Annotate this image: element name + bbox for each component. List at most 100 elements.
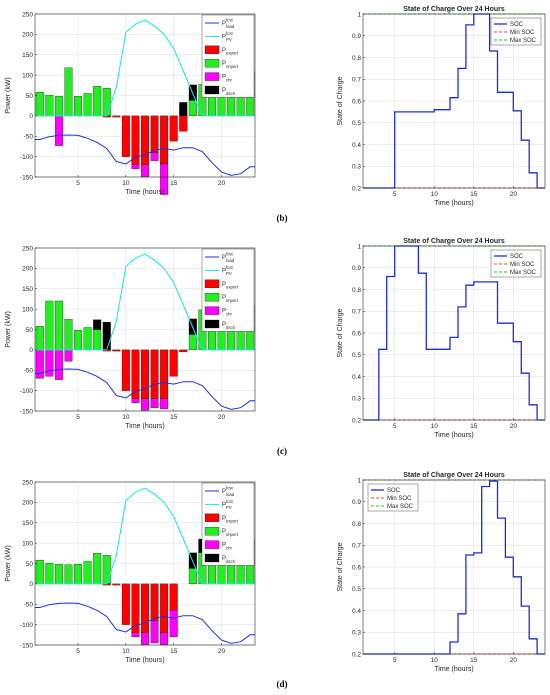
power-chart-b: -150 -100 -50 0 50 100 150 200 250 5 10 15 20 Time (h… [5, 11, 256, 196]
y-tick-label: -150 [20, 642, 33, 649]
legend-label-charge: Pchr [222, 309, 233, 317]
charge-bar [131, 398, 140, 403]
legend-label-export: Pexport [222, 48, 239, 56]
charge-bar [131, 164, 140, 169]
y-tick-label: 50 [26, 327, 34, 334]
legend-swatch-discharge [204, 85, 220, 95]
x-tick-label: 5 [393, 191, 397, 198]
y-tick-label: -100 [20, 388, 33, 395]
y-axis-label: State of Charge [337, 542, 344, 591]
x-axis-label: Time (hours) [434, 666, 473, 673]
power-chart-c: -150 -100 -50 0 50 100 150 200 250 5 10 15 20 Time (h… [5, 245, 256, 430]
x-tick-label: 15 [470, 657, 478, 664]
x-axis-label: Time (hours) [125, 189, 164, 196]
import-bar [45, 300, 54, 351]
import-bar [35, 560, 44, 585]
legend-label: SOC [510, 22, 524, 28]
import-bar [188, 100, 197, 117]
y-tick-label: 0.2 [352, 185, 361, 192]
import-bar [93, 329, 102, 351]
legend-box [201, 482, 255, 566]
legend-swatch-import [204, 59, 220, 68]
y-tick-label: 250 [22, 479, 33, 486]
y-tick-label: 100 [22, 306, 33, 313]
y-tick-label: 0.2 [352, 651, 361, 658]
x-tick-label: 10 [431, 423, 439, 430]
legend-box [201, 248, 255, 332]
y-tick-label: -150 [20, 408, 33, 415]
y-tick-label: 0.5 [352, 120, 361, 127]
y-tick-label: 0.7 [352, 309, 361, 316]
legend-label-discharge: Pdsch [222, 556, 236, 564]
charge-bar [45, 349, 54, 377]
y-tick-label: 0.3 [352, 164, 361, 171]
export-bar [150, 349, 159, 399]
x-axis-label: Time (hours) [434, 432, 473, 439]
legend-label-discharge: Pdsch [222, 322, 236, 330]
y-tick-label: 0.6 [352, 330, 361, 337]
legend-swatch-charge [204, 72, 220, 81]
load-forecast-line [35, 602, 255, 644]
charge-bar [54, 115, 63, 146]
legend-label: Min SOC [510, 30, 535, 36]
export-bar [150, 115, 159, 153]
charge-bar [150, 620, 159, 644]
y-tick-label: 50 [26, 93, 34, 100]
export-bar [179, 115, 188, 132]
y-tick-label: 0.3 [352, 396, 361, 403]
panel-label-b: (b) [277, 213, 288, 223]
charge-bar [169, 610, 178, 637]
y-tick-label: 0 [29, 347, 33, 354]
y-tick-label: 150 [22, 286, 33, 293]
legend-label: Min SOC [510, 262, 535, 268]
import-bar [83, 327, 92, 351]
y-axis-label: State of Charge [337, 76, 344, 125]
import-bar [64, 564, 73, 585]
import-bar [74, 564, 83, 585]
legend-label: Max SOC [387, 504, 414, 510]
y-tick-label: 100 [22, 540, 33, 547]
import-bar [93, 85, 102, 117]
panel-label-d: (d) [277, 679, 288, 689]
charge-bar [141, 164, 149, 178]
y-tick-label: 0.5 [352, 586, 361, 593]
x-tick-label: 20 [218, 414, 226, 421]
import-bar [64, 67, 73, 117]
y-tick-label: -100 [20, 622, 33, 629]
x-tick-label: 10 [122, 648, 130, 655]
y-tick-label: 250 [22, 11, 33, 18]
y-axis-label: Power (kW) [5, 545, 12, 582]
legend-label-p_pv: Pfcst PV [222, 265, 233, 276]
export-bar [121, 115, 130, 157]
export-bar [112, 349, 121, 352]
charge-bar [141, 632, 149, 646]
y-tick-label: -50 [24, 368, 34, 375]
y-tick-label: -100 [20, 154, 33, 161]
pv-forecast-line [35, 19, 255, 117]
legend-swatch-discharge [204, 319, 220, 329]
import-bar [54, 564, 63, 585]
legend-swatch-discharge [204, 553, 220, 563]
y-axis-label: State of Charge [337, 308, 344, 357]
y-axis-label: Power (kW) [5, 311, 12, 348]
export-bar [141, 115, 149, 165]
y-tick-label: 50 [26, 561, 34, 568]
legend-label: Max SOC [510, 270, 537, 276]
import-bar [35, 92, 44, 117]
export-bar [169, 349, 178, 377]
y-tick-label: 0.4 [352, 608, 361, 615]
import-bar [188, 334, 197, 351]
import-bar [64, 319, 73, 351]
charge-bar [150, 398, 159, 408]
y-tick-label: 200 [22, 500, 33, 507]
x-tick-label: 10 [431, 657, 439, 664]
legend-label-export: Pexport [222, 282, 239, 290]
import-bar [102, 555, 111, 585]
discharge-bar [179, 102, 188, 117]
charge-bar [150, 152, 159, 161]
y-tick-label: 0.4 [352, 374, 361, 381]
y-tick-label: 0 [29, 113, 33, 120]
